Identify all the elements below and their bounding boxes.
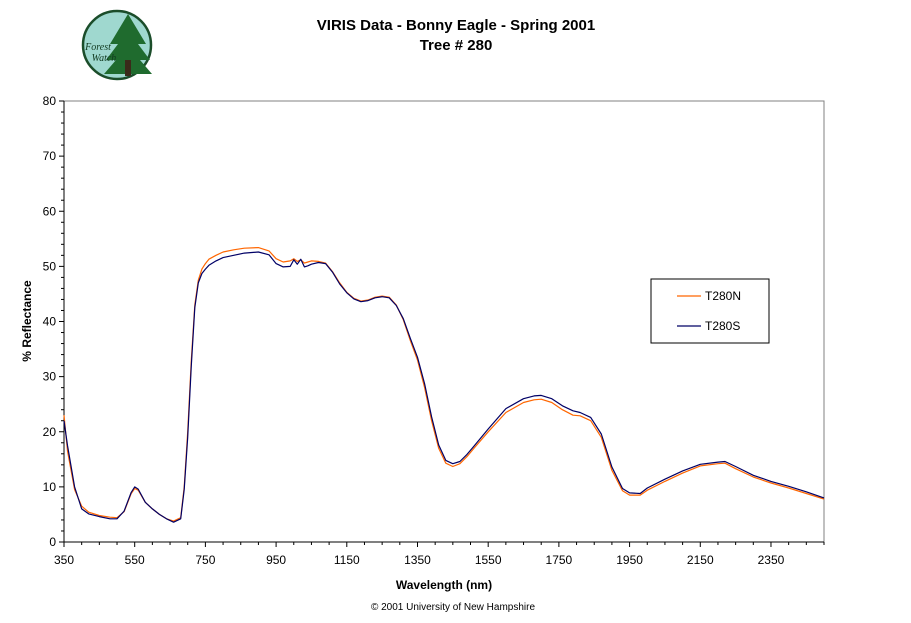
logo-text-line1: Forest	[84, 42, 111, 53]
x-tick-label: 1950	[616, 553, 643, 567]
x-tick-label: 1550	[475, 553, 502, 567]
legend-label-t280n: T280N	[705, 289, 741, 303]
legend-label-t280s: T280S	[705, 319, 740, 333]
x-tick-label: 750	[195, 553, 215, 567]
y-tick-label: 80	[43, 94, 57, 108]
series-line-t280s	[63, 251, 825, 523]
axes: 0 10 20 30 40 50 60 70 80 350 550 750 950 1150 1350 155…	[43, 94, 825, 567]
forest-watch-logo: Forest Watch	[81, 9, 153, 81]
y-tick-label: 30	[43, 370, 57, 384]
series-layer	[63, 247, 825, 523]
tree-icon	[104, 14, 152, 74]
y-tick-label: 50	[43, 259, 57, 273]
legend: T280N T280S	[650, 278, 770, 344]
legend-box	[650, 278, 770, 344]
x-tick-label: 350	[54, 553, 74, 567]
chart-title: VIRIS Data - Bonny Eagle - Spring 2001	[317, 17, 595, 34]
y-tick-label: 40	[43, 315, 57, 329]
x-tick-label: 1150	[334, 553, 360, 567]
y-tick-label: 0	[49, 535, 56, 549]
y-tick-label: 60	[43, 204, 57, 218]
x-tick-label: 550	[125, 553, 145, 567]
y-tick-label: 20	[43, 425, 57, 439]
x-tick-label: 2150	[687, 553, 714, 567]
x-axis-title: Wavelength (nm)	[396, 578, 492, 592]
copyright-text: © 2001 University of New Hampshire	[371, 602, 536, 613]
y-tick-label: 10	[43, 480, 57, 494]
y-tick-label: 70	[43, 149, 57, 163]
chart-subtitle: Tree # 280	[420, 37, 493, 54]
x-tick-label: 1350	[404, 553, 431, 567]
logo-text-line2: Watch	[92, 53, 117, 64]
y-axis-title: % Reflectance	[20, 280, 34, 362]
x-tick-label: 2350	[758, 553, 785, 567]
x-tick-label: 950	[266, 553, 286, 567]
x-tick-label: 1750	[546, 553, 573, 567]
